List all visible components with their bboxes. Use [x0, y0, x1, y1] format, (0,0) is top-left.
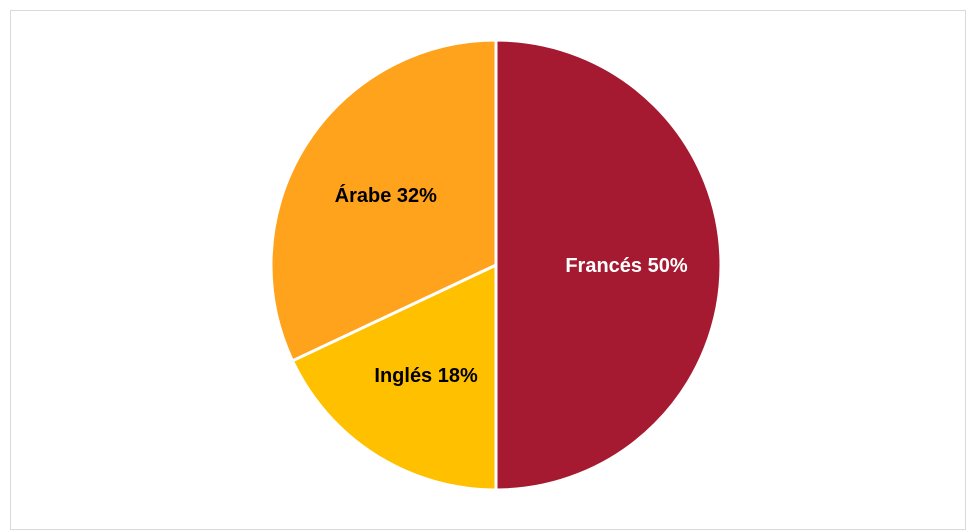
data-label-ingles: Inglés 18% [374, 365, 478, 387]
pie-slice-ingles [290, 263, 498, 492]
pie-slice-arabe [269, 38, 498, 363]
pie-labels: Francés 50% Inglés 18% Árabe 32% [335, 184, 688, 387]
pie-chart: Francés 50% Inglés 18% Árabe 32% [269, 38, 723, 492]
pie-slice-frances [494, 38, 723, 492]
pie-slices [269, 38, 723, 492]
data-label-arabe: Árabe 32% [335, 184, 437, 207]
data-label-frances: Francés 50% [565, 255, 688, 277]
